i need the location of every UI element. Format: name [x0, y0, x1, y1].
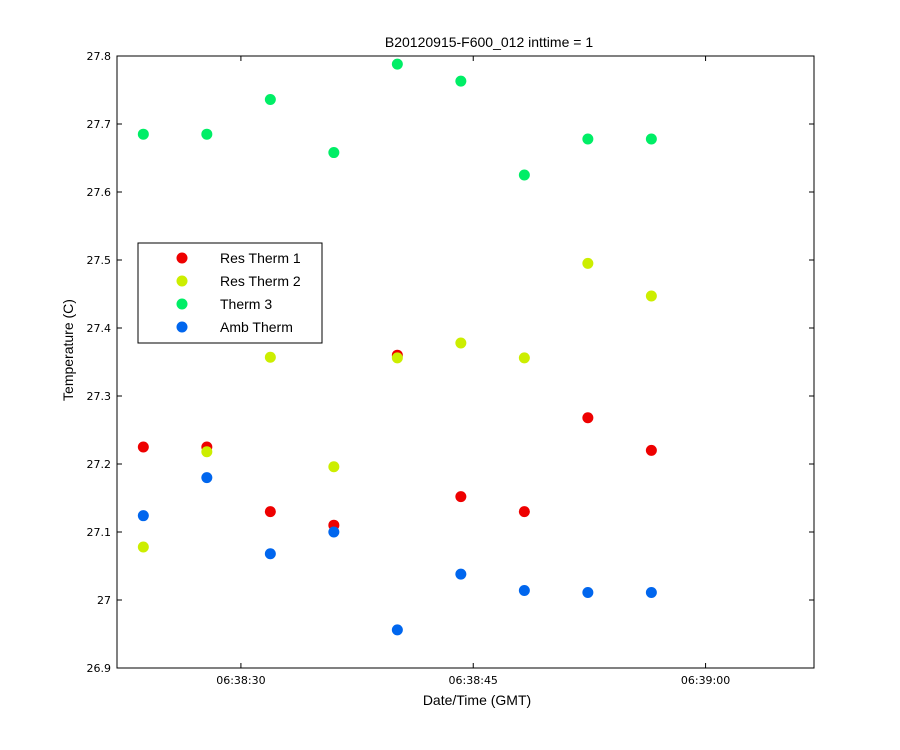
- data-point: [455, 568, 467, 580]
- data-point: [264, 506, 276, 518]
- data-points: [137, 58, 657, 636]
- legend-marker: [176, 252, 188, 264]
- data-point: [201, 128, 213, 140]
- y-axis-ticks: 26.9 27 27.1 27.2 27.3 27.4 27.5 27.6 27.7 27.8: [87, 50, 814, 675]
- data-point: [518, 584, 530, 596]
- data-point: [391, 624, 403, 636]
- legend-marker: [176, 298, 188, 310]
- legend-marker: [176, 321, 188, 333]
- x-tick-label: 06:38:30: [216, 674, 265, 687]
- y-tick-label: 27.2: [87, 458, 112, 471]
- data-point: [582, 587, 594, 599]
- data-point: [264, 548, 276, 560]
- y-tick-label: 27.3: [87, 390, 112, 403]
- data-point: [518, 352, 530, 364]
- data-point: [201, 472, 213, 484]
- y-tick-label: 26.9: [87, 662, 112, 675]
- data-point: [391, 352, 403, 364]
- legend-label: Therm 3: [220, 296, 272, 312]
- legend-box: [137, 242, 323, 344]
- data-point: [137, 510, 149, 522]
- y-tick-label: 27.8: [87, 50, 112, 63]
- y-tick-label: 27.6: [87, 186, 112, 199]
- data-point: [645, 587, 657, 599]
- legend-label: Amb Therm: [220, 319, 293, 335]
- data-point: [582, 412, 594, 424]
- data-point: [264, 94, 276, 106]
- y-tick-label: 27.1: [87, 526, 112, 539]
- x-axis-label: Date/Time (GMT): [423, 692, 531, 708]
- data-point: [645, 290, 657, 302]
- data-point: [264, 351, 276, 363]
- data-point: [455, 75, 467, 87]
- data-point: [455, 491, 467, 503]
- y-tick-label: 27.4: [87, 322, 112, 335]
- series-2: [137, 257, 657, 553]
- data-point: [137, 441, 149, 453]
- y-tick-label: 27: [97, 594, 111, 607]
- series-3: [137, 58, 657, 181]
- data-point: [328, 526, 340, 538]
- chart-title: B20120915-F600_012 inttime = 1: [385, 34, 593, 50]
- x-tick-label: 06:39:00: [681, 674, 730, 687]
- plot-area: [116, 55, 815, 669]
- data-point: [455, 337, 467, 349]
- legend-label: Res Therm 2: [220, 273, 301, 289]
- data-point: [645, 444, 657, 456]
- legend: Res Therm 1 Res Therm 2 Therm 3 Amb Therm: [137, 242, 323, 344]
- data-point: [137, 541, 149, 553]
- y-tick-label: 27.7: [87, 118, 112, 131]
- data-point: [582, 257, 594, 269]
- data-point: [137, 128, 149, 140]
- data-point: [328, 461, 340, 473]
- data-point: [518, 169, 530, 181]
- legend-label: Res Therm 1: [220, 250, 301, 266]
- y-tick-label: 27.5: [87, 254, 112, 267]
- data-point: [518, 506, 530, 518]
- data-point: [582, 133, 594, 145]
- x-tick-label: 06:38:45: [449, 674, 498, 687]
- data-point: [391, 58, 403, 70]
- x-axis-ticks: 06:38:30 06:38:45 06:39:00: [216, 56, 730, 687]
- legend-marker: [176, 275, 188, 287]
- data-point: [201, 446, 213, 458]
- data-point: [328, 147, 340, 159]
- data-point: [645, 133, 657, 145]
- y-axis-label: Temperature (C): [60, 299, 76, 401]
- series-4: [137, 472, 657, 636]
